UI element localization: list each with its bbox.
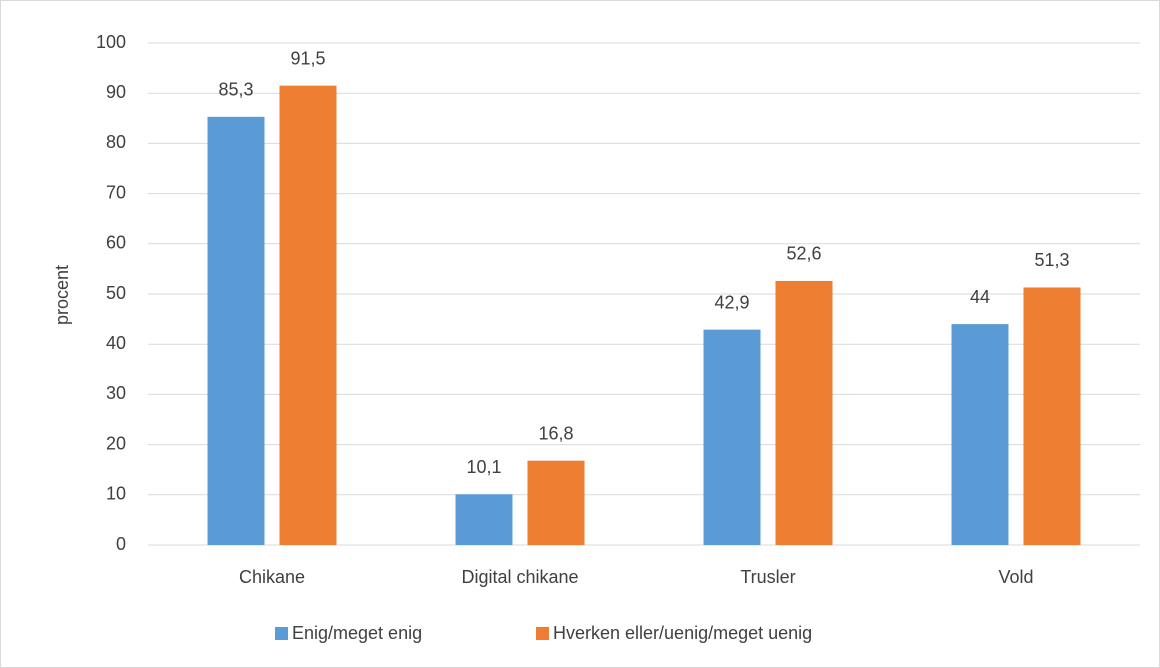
y-tick-label: 60: [106, 233, 126, 253]
y-tick-label: 80: [106, 132, 126, 152]
bar: [279, 85, 337, 546]
y-tick-label: 10: [106, 484, 126, 504]
data-label: 10,1: [466, 457, 501, 477]
bar: [775, 280, 833, 545]
bar: [455, 494, 513, 545]
y-tick-label: 40: [106, 333, 126, 353]
legend-swatch: [536, 627, 549, 640]
y-tick-label: 50: [106, 283, 126, 303]
bar: [207, 116, 265, 545]
y-tick-label: 20: [106, 433, 126, 453]
y-axis-label: procent: [52, 265, 72, 325]
y-tick-label: 70: [106, 182, 126, 202]
data-label: 42,9: [714, 292, 749, 312]
x-tick-label: Trusler: [740, 567, 795, 587]
bar: [951, 324, 1009, 545]
y-tick-label: 30: [106, 383, 126, 403]
data-label: 85,3: [218, 80, 253, 100]
y-tick-label: 90: [106, 82, 126, 102]
data-label: 44: [970, 287, 990, 307]
data-label: 91,5: [290, 48, 325, 68]
legend-label: Hverken eller/uenig/meget uenig: [553, 623, 812, 643]
x-tick-label: Digital chikane: [461, 567, 578, 587]
data-label: 16,8: [538, 423, 573, 443]
legend-swatch: [275, 627, 288, 640]
data-label: 51,3: [1034, 250, 1069, 270]
bar: [527, 460, 585, 545]
bar: [703, 329, 761, 545]
x-tick-label: Vold: [998, 567, 1033, 587]
bar: [1023, 287, 1081, 545]
legend-label: Enig/meget enig: [292, 623, 422, 643]
x-tick-label: Chikane: [239, 567, 305, 587]
data-label: 52,6: [786, 244, 821, 264]
y-tick-label: 0: [116, 534, 126, 554]
y-tick-label: 100: [96, 32, 126, 52]
